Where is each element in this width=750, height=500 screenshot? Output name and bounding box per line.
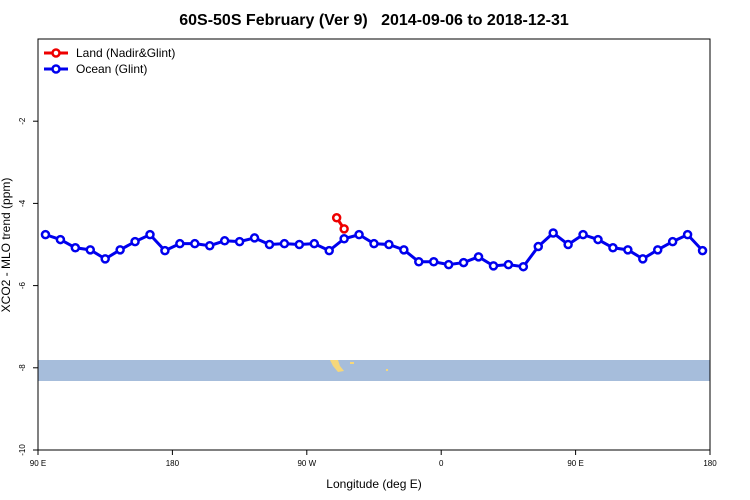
data-point	[339, 224, 349, 234]
data-point	[593, 234, 603, 245]
data-point	[458, 257, 469, 268]
y-tick-label: -4	[18, 199, 27, 207]
x-tick-label: 180	[166, 459, 180, 468]
chart-title: 60S-50S February (Ver 9) 2014-09-06 to 2…	[179, 12, 569, 29]
legend-label: Land (Nadir&Glint)	[76, 46, 175, 60]
data-point	[160, 245, 170, 256]
x-axis-label: Longitude (deg E)	[326, 477, 421, 491]
data-point	[369, 238, 379, 249]
data-point	[578, 229, 588, 240]
data-point	[414, 257, 424, 267]
data-point	[652, 245, 663, 255]
data-point	[331, 213, 342, 223]
data-point	[55, 234, 66, 245]
data-point	[563, 239, 573, 250]
y-tick-label: -6	[18, 281, 27, 289]
data-point	[548, 228, 558, 238]
legend-marker	[51, 48, 61, 58]
data-point	[145, 229, 155, 240]
land-patch	[330, 360, 344, 372]
y-axis-label: XCO2 - MLO trend (ppm)	[0, 178, 13, 313]
data-point	[384, 239, 394, 250]
data-point	[638, 254, 648, 264]
land-patch	[350, 362, 354, 364]
data-point	[130, 236, 140, 247]
x-tick-label: 180	[703, 459, 717, 468]
legend-label: Ocean (Glint)	[76, 62, 147, 76]
data-point	[70, 243, 81, 253]
y-tick-label: -8	[18, 364, 27, 372]
data-point	[85, 245, 96, 255]
land-patch	[386, 369, 388, 371]
data-point	[279, 238, 290, 249]
data-point	[234, 236, 245, 247]
data-point	[309, 238, 320, 249]
x-tick-label: 90 W	[297, 459, 316, 468]
data-point	[503, 259, 514, 270]
data-point	[354, 229, 364, 240]
data-point	[697, 245, 708, 256]
legend-marker	[51, 64, 61, 74]
data-point	[339, 233, 349, 244]
data-point	[533, 241, 544, 252]
x-tick-label: 0	[439, 459, 444, 468]
map-strip	[38, 360, 710, 381]
data-point	[443, 259, 454, 270]
plot-frame	[37, 38, 711, 451]
data-point	[219, 236, 230, 246]
data-point	[518, 261, 529, 272]
data-point	[324, 245, 334, 256]
data-point	[190, 238, 200, 249]
data-point	[608, 243, 618, 253]
y-tick-label: -10	[18, 444, 27, 456]
data-point	[682, 229, 693, 240]
y-tick-label: -2	[18, 117, 27, 125]
x-tick-label: 90 E	[30, 459, 46, 468]
data-point	[264, 239, 275, 250]
data-point	[428, 257, 439, 267]
data-point	[294, 239, 305, 250]
data-point	[623, 245, 633, 255]
data-point	[399, 245, 409, 255]
plot: -10 -8 -6 -4 -2 90 E 180 90 W 0 90 E 180 Land (Nadi…	[18, 46, 717, 468]
data-point	[249, 233, 260, 243]
x-tick-label: 90 E	[567, 459, 583, 468]
ocean-strip	[38, 360, 710, 381]
data-point	[488, 261, 499, 271]
data-point	[473, 252, 484, 262]
data-point	[115, 245, 125, 255]
data-point	[40, 229, 51, 240]
data-point	[667, 236, 678, 247]
data-point	[204, 240, 215, 251]
data-point	[175, 238, 185, 249]
data-point	[100, 254, 110, 264]
